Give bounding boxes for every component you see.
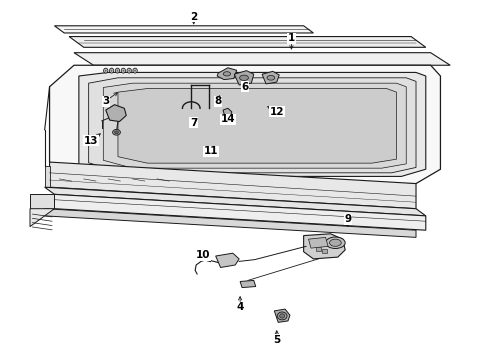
Ellipse shape bbox=[326, 237, 345, 248]
Polygon shape bbox=[240, 280, 256, 288]
Polygon shape bbox=[30, 209, 54, 226]
Bar bbox=[322, 249, 327, 253]
Polygon shape bbox=[45, 166, 49, 187]
Circle shape bbox=[115, 131, 119, 134]
Text: 4: 4 bbox=[237, 302, 244, 312]
Text: 8: 8 bbox=[215, 96, 222, 106]
Polygon shape bbox=[223, 108, 232, 118]
Ellipse shape bbox=[122, 69, 124, 72]
Ellipse shape bbox=[134, 69, 136, 72]
Ellipse shape bbox=[277, 312, 287, 320]
Text: 2: 2 bbox=[190, 12, 197, 22]
Text: 11: 11 bbox=[203, 146, 218, 156]
Ellipse shape bbox=[104, 69, 107, 72]
Ellipse shape bbox=[115, 68, 120, 73]
Text: 10: 10 bbox=[196, 250, 211, 260]
Ellipse shape bbox=[116, 69, 119, 72]
Ellipse shape bbox=[280, 314, 285, 318]
Polygon shape bbox=[304, 234, 345, 259]
Polygon shape bbox=[45, 209, 416, 237]
Polygon shape bbox=[234, 71, 254, 85]
Polygon shape bbox=[262, 71, 279, 84]
Polygon shape bbox=[54, 194, 426, 230]
Polygon shape bbox=[217, 68, 237, 80]
Ellipse shape bbox=[103, 68, 108, 73]
Ellipse shape bbox=[240, 75, 248, 81]
Text: 12: 12 bbox=[270, 107, 284, 117]
Ellipse shape bbox=[223, 72, 231, 76]
Text: 14: 14 bbox=[220, 114, 235, 124]
Polygon shape bbox=[309, 237, 328, 248]
Polygon shape bbox=[30, 194, 54, 209]
Polygon shape bbox=[79, 72, 426, 176]
Ellipse shape bbox=[128, 69, 130, 72]
Polygon shape bbox=[69, 37, 426, 47]
Text: 9: 9 bbox=[344, 215, 351, 224]
Text: 13: 13 bbox=[84, 136, 98, 145]
Ellipse shape bbox=[133, 68, 137, 73]
Polygon shape bbox=[274, 309, 290, 322]
Text: 5: 5 bbox=[273, 334, 280, 345]
Polygon shape bbox=[118, 89, 396, 163]
Ellipse shape bbox=[121, 68, 125, 73]
Bar bbox=[316, 247, 321, 251]
Text: 3: 3 bbox=[102, 96, 109, 106]
Ellipse shape bbox=[109, 68, 114, 73]
Polygon shape bbox=[89, 78, 416, 173]
Polygon shape bbox=[74, 53, 450, 65]
Text: 1: 1 bbox=[288, 33, 295, 43]
Polygon shape bbox=[106, 105, 126, 122]
Circle shape bbox=[113, 130, 121, 135]
Ellipse shape bbox=[127, 68, 131, 73]
Polygon shape bbox=[216, 253, 239, 267]
Text: 7: 7 bbox=[190, 118, 197, 128]
Polygon shape bbox=[49, 65, 441, 184]
Ellipse shape bbox=[267, 76, 275, 80]
Polygon shape bbox=[45, 187, 426, 216]
Ellipse shape bbox=[330, 239, 341, 246]
Polygon shape bbox=[103, 83, 406, 168]
Ellipse shape bbox=[110, 69, 113, 72]
Polygon shape bbox=[49, 162, 416, 209]
Text: 6: 6 bbox=[242, 82, 248, 92]
Polygon shape bbox=[54, 26, 314, 33]
